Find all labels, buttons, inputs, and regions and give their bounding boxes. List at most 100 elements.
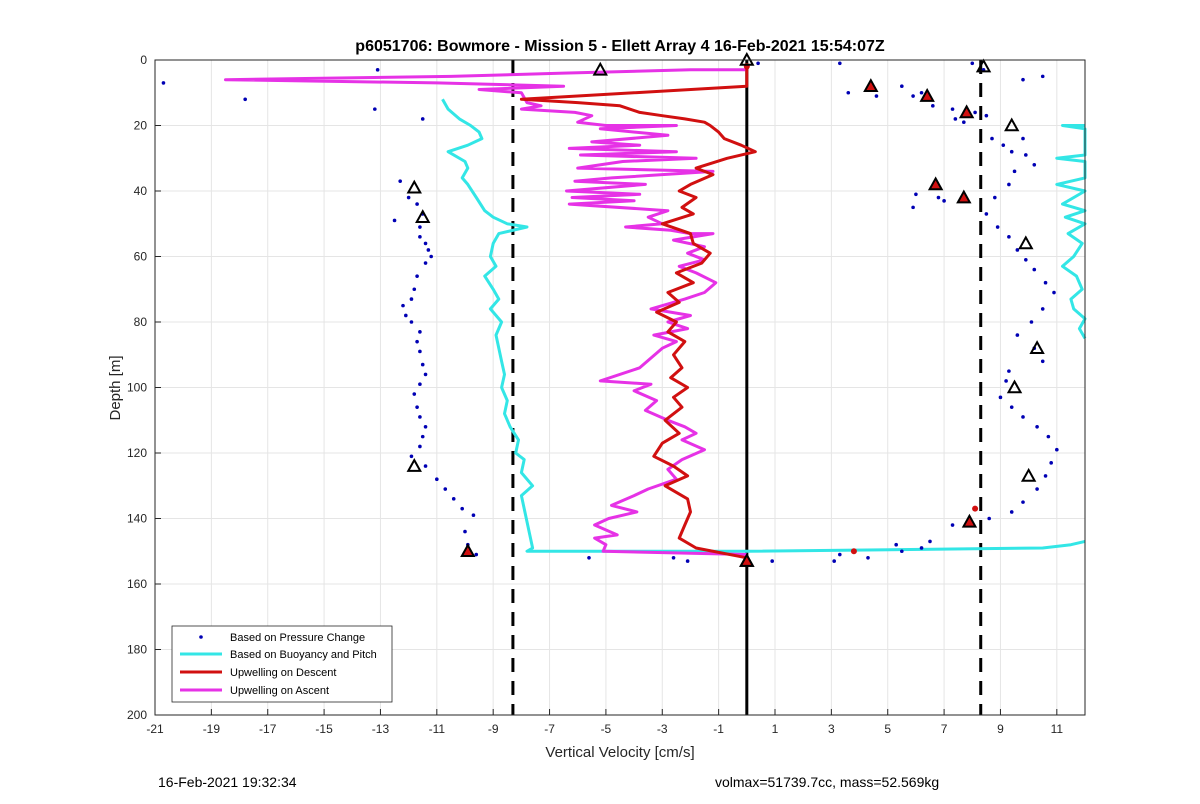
pressure-change-point bbox=[970, 61, 975, 66]
y-tick-label: 160 bbox=[127, 577, 147, 591]
pressure-change-point bbox=[412, 287, 417, 292]
pressure-change-point bbox=[412, 392, 417, 396]
pressure-change-point bbox=[866, 556, 870, 560]
filled-triangle-marker bbox=[919, 87, 935, 102]
x-tick-label: -17 bbox=[259, 722, 277, 736]
pressure-change-point bbox=[429, 254, 433, 259]
pressure-change-point bbox=[418, 349, 422, 354]
plot-series bbox=[161, 51, 1087, 567]
pressure-change-point bbox=[987, 516, 991, 521]
y-tick-label: 80 bbox=[134, 315, 148, 329]
x-tick-label: -1 bbox=[713, 722, 724, 736]
pressure-change-point bbox=[962, 120, 966, 125]
pressure-change-point bbox=[420, 434, 425, 439]
pressure-change-point bbox=[418, 415, 422, 419]
y-tick-label: 20 bbox=[134, 119, 148, 133]
pressure-change-point bbox=[928, 539, 932, 544]
pressure-change-point bbox=[685, 559, 690, 563]
pressure-change-point bbox=[846, 90, 851, 95]
pressure-change-point bbox=[415, 339, 419, 344]
x-tick-label: -19 bbox=[203, 722, 221, 736]
red-dot-marker bbox=[850, 548, 857, 555]
reference-lines bbox=[511, 60, 983, 715]
y-tick-label: 200 bbox=[127, 708, 147, 722]
pressure-change-point bbox=[1032, 163, 1037, 167]
pressure-change-point bbox=[1021, 415, 1025, 419]
pressure-change-point bbox=[451, 497, 456, 501]
filled-triangle-marker bbox=[927, 176, 944, 191]
pressure-change-point bbox=[1009, 149, 1014, 154]
pressure-change-point bbox=[1024, 257, 1028, 262]
x-tick-label: -11 bbox=[429, 722, 446, 736]
pressure-change-point bbox=[1043, 474, 1048, 478]
open-triangle-marker bbox=[1004, 117, 1020, 132]
pressure-change-point bbox=[671, 556, 676, 560]
legend: Based on Pressure Change Based on Buoyan… bbox=[171, 625, 393, 703]
upwelling-descent-line bbox=[519, 63, 757, 560]
pressure-change-point bbox=[993, 195, 997, 200]
pressure-change-point bbox=[1009, 405, 1014, 409]
pressure-change-point bbox=[1052, 290, 1056, 295]
pressure-change-point bbox=[1004, 379, 1008, 383]
pressure-change-point bbox=[375, 68, 380, 72]
legend-item-ascent: Upwelling on Ascent bbox=[180, 685, 329, 697]
pressure-change-point bbox=[420, 117, 425, 121]
legend-label-ascent: Upwelling on Ascent bbox=[230, 685, 329, 697]
pressure-change-point bbox=[900, 84, 904, 88]
x-tick-label: -3 bbox=[657, 722, 668, 736]
open-triangle-marker bbox=[406, 458, 422, 472]
y-tick-label: 0 bbox=[140, 53, 147, 67]
pressure-change-point bbox=[1012, 169, 1017, 174]
open-triangle-marker bbox=[1018, 235, 1034, 250]
legend-item-descent: Upwelling on Descent bbox=[180, 667, 336, 679]
pressure-change-point bbox=[409, 454, 414, 459]
pressure-change-point bbox=[406, 195, 411, 200]
x-tick-label: -9 bbox=[488, 722, 499, 736]
y-tick-label: 120 bbox=[127, 446, 147, 460]
pressure-change-point bbox=[995, 225, 1000, 229]
pressure-change-point bbox=[418, 330, 422, 334]
pressure-change-point bbox=[950, 107, 955, 111]
pressure-change-point bbox=[950, 523, 955, 527]
legend-label-descent: Upwelling on Descent bbox=[230, 667, 336, 679]
pressure-change-point bbox=[1032, 267, 1037, 272]
filled-triangle-marker bbox=[961, 513, 978, 528]
legend-label-buoyancy: Based on Buoyancy and Pitch bbox=[230, 649, 377, 661]
pressure-change-point bbox=[415, 274, 419, 278]
x-tick-label: -7 bbox=[544, 722, 555, 736]
footer-volmax-mass: volmax=51739.7cc, mass=52.569kg bbox=[715, 774, 940, 790]
pressure-change-point bbox=[392, 218, 397, 223]
footer-timestamp: 16-Feb-2021 19:32:34 bbox=[158, 774, 297, 790]
open-triangle-marker bbox=[406, 179, 422, 194]
pressure-change-point bbox=[409, 297, 414, 301]
pressure-change-point bbox=[1009, 510, 1014, 514]
pressure-change-point bbox=[418, 382, 422, 387]
pressure-change-point bbox=[770, 559, 774, 563]
pressure-change-point bbox=[373, 107, 377, 111]
pressure-change-point bbox=[1040, 359, 1045, 364]
chart-title: p6051706: Bowmore - Mission 5 - Ellett A… bbox=[355, 38, 885, 55]
pressure-change-point bbox=[1021, 500, 1025, 504]
filled-triangle-marker bbox=[460, 543, 476, 558]
pressure-change-point bbox=[587, 556, 591, 560]
pressure-change-point bbox=[942, 199, 946, 203]
x-axis-label: Vertical Velocity [cm/s] bbox=[545, 744, 694, 761]
open-triangle-marker bbox=[592, 61, 608, 76]
pressure-change-point bbox=[415, 202, 419, 206]
tick-layer: -21 -19 -17 -15 -13 -11 -9 -7 -5 -3 -1 1 3 5 7 9 1102040… bbox=[127, 53, 1063, 736]
open-triangle-marker bbox=[975, 58, 992, 73]
pressure-change-point bbox=[838, 61, 842, 66]
buoyancy-pitch-line bbox=[441, 98, 1086, 553]
pressure-change-point bbox=[1024, 153, 1028, 157]
pressure-change-point bbox=[426, 248, 431, 252]
pressure-change-point bbox=[423, 241, 428, 246]
legend-item-buoyancy: Based on Buoyancy and Pitch bbox=[180, 649, 377, 661]
pressure-change-point bbox=[911, 205, 915, 210]
pressure-change-point bbox=[460, 506, 464, 511]
red-dot-marker bbox=[972, 505, 979, 512]
pressure-change-point bbox=[423, 372, 428, 377]
pressure-change-point bbox=[914, 192, 918, 197]
pressure-change-point bbox=[1021, 77, 1025, 82]
pressure-change-point bbox=[1007, 235, 1011, 239]
pressure-change-point bbox=[420, 362, 425, 367]
